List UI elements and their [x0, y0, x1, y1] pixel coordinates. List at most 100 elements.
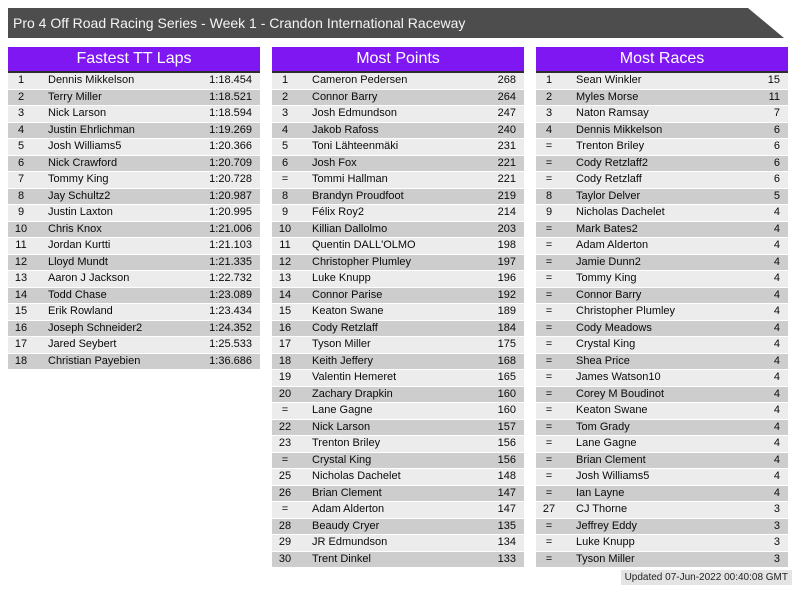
driver-name-cell: Valentin Hemeret — [312, 371, 397, 383]
table-row: = Lane Gagne 4 — [536, 436, 788, 453]
rank-cell: 6 — [281, 156, 289, 169]
rank-cell: = — [545, 519, 553, 532]
table-row: = Adam Alderton 4 — [536, 238, 788, 255]
rank-cell: 2 — [17, 90, 25, 103]
table-row: 2 Terry Miller 1:18.521 — [8, 89, 260, 106]
rank-cell: = — [545, 470, 553, 482]
table-row: 3 Naton Ramsay 7 — [536, 106, 788, 123]
value-cell: 4 — [773, 371, 780, 383]
driver-name-cell: Dennis Mikkelson — [576, 123, 663, 136]
table-row: 29 JR Edmundson 134 — [272, 535, 524, 552]
table-row: 16 Joseph Schneider2 1:24.352 — [8, 320, 260, 337]
driver-name-cell: Justin Ehrlichman — [48, 123, 135, 136]
rank-cell: 13 — [278, 272, 292, 284]
table-row: = Connor Barry 4 — [536, 287, 788, 304]
table-row: 12 Lloyd Mundt 1:21.335 — [8, 254, 260, 271]
rank-cell: = — [281, 453, 289, 466]
value-cell: 1:20.728 — [209, 173, 252, 185]
driver-name-cell: Christopher Plumley — [312, 255, 412, 268]
value-cell: 4 — [773, 272, 780, 284]
driver-name-cell: Beaudy Cryer — [312, 519, 380, 532]
value-cell: 221 — [497, 156, 516, 169]
value-cell: 7 — [773, 107, 780, 119]
rank-cell: = — [545, 255, 553, 268]
rank-cell: 1 — [281, 74, 289, 86]
driver-name-cell: Naton Ramsay — [576, 107, 649, 119]
rank-cell: 28 — [278, 519, 292, 532]
table-row: = Jamie Dunn2 4 — [536, 254, 788, 271]
value-cell: 198 — [497, 239, 516, 251]
rank-cell: 4 — [281, 123, 289, 136]
table-row: = Shea Price 4 — [536, 353, 788, 370]
rank-cell: 1 — [17, 74, 25, 86]
rank-cell: 5 — [17, 140, 25, 152]
table-row: 8 Jay Schultz2 1:20.987 — [8, 188, 260, 205]
table-row: 16 Cody Retzlaff 184 — [272, 320, 524, 337]
rank-cell: 10 — [14, 222, 28, 235]
rank-cell: 20 — [278, 387, 292, 400]
value-cell: 1:21.006 — [209, 222, 252, 235]
driver-name-cell: Nick Larson — [312, 420, 371, 433]
table-row: = James Watson10 4 — [536, 370, 788, 387]
value-cell: 240 — [497, 123, 516, 136]
table-row: = Tom Grady 4 — [536, 419, 788, 436]
table-row: 9 Félix Roy2 214 — [272, 205, 524, 222]
driver-name-cell: Luke Knupp — [576, 536, 635, 548]
rank-cell: 4 — [545, 123, 553, 136]
table-row: = Trenton Briley 6 — [536, 139, 788, 156]
driver-name-cell: Adam Alderton — [312, 503, 385, 515]
table-row: 11 Jordan Kurtti 1:21.103 — [8, 238, 260, 255]
driver-name-cell: Crystal King — [312, 453, 372, 466]
value-cell: 219 — [497, 189, 516, 202]
value-cell: 148 — [497, 470, 516, 482]
value-cell: 247 — [497, 107, 516, 119]
driver-name-cell: Tyson Miller — [312, 338, 371, 350]
driver-name-cell: Dennis Mikkelson — [48, 74, 135, 86]
table-row: 13 Luke Knupp 196 — [272, 271, 524, 288]
table-row: = Mark Bates2 4 — [536, 221, 788, 238]
table-row: 30 Trent Dinkel 133 — [272, 551, 524, 568]
table-body: 1 Sean Winkler 15 2 Myles Morse 11 3 Naton Rams… — [536, 73, 788, 568]
value-cell: 15 — [767, 74, 780, 86]
driver-name-cell: Terry Miller — [48, 90, 102, 103]
rank-cell: 16 — [278, 321, 292, 334]
driver-name-cell: Christopher Plumley — [576, 305, 676, 317]
driver-name-cell: Jordan Kurtti — [48, 239, 111, 251]
rank-cell: 9 — [545, 206, 553, 218]
table-row: = Crystal King 156 — [272, 452, 524, 469]
rank-cell: 12 — [278, 255, 292, 268]
rank-cell: 2 — [281, 90, 289, 103]
driver-name-cell: JR Edmundson — [312, 536, 388, 548]
value-cell: 4 — [773, 288, 780, 301]
leaderboard-tables: Fastest TT Laps 1 Dennis Mikkelson 1:18.45… — [8, 47, 788, 568]
table-row: 22 Nick Larson 157 — [272, 419, 524, 436]
value-cell: 4 — [773, 437, 780, 449]
table-row: = Keaton Swane 4 — [536, 403, 788, 420]
rank-cell: 14 — [14, 288, 28, 301]
table-row: = Cody Retzlaff2 6 — [536, 155, 788, 172]
value-cell: 4 — [773, 404, 780, 416]
table-row: 15 Erik Rowland 1:23.434 — [8, 304, 260, 321]
table-row: 9 Justin Laxton 1:20.995 — [8, 205, 260, 222]
value-cell: 160 — [497, 404, 516, 416]
value-cell: 1:23.089 — [209, 288, 252, 301]
driver-name-cell: Lloyd Mundt — [48, 255, 108, 268]
driver-name-cell: Cody Retzlaff2 — [576, 156, 648, 169]
driver-name-cell: Crystal King — [576, 338, 636, 350]
table-row: 20 Zachary Drapkin 160 — [272, 386, 524, 403]
value-cell: 1:19.269 — [209, 123, 252, 136]
rank-cell: 29 — [278, 536, 292, 548]
rank-cell: 18 — [278, 354, 292, 367]
driver-name-cell: Connor Barry — [576, 288, 642, 301]
rank-cell: = — [545, 371, 553, 383]
value-cell: 231 — [497, 140, 516, 152]
table-row: = Brian Clement 4 — [536, 452, 788, 469]
rank-cell: 11 — [279, 239, 291, 251]
value-cell: 4 — [773, 321, 780, 334]
rank-cell: = — [545, 321, 553, 334]
table-row: 18 Keith Jeffery 168 — [272, 353, 524, 370]
updated-timestamp: Updated 07-Jun-2022 00:40:08 GMT — [620, 570, 792, 585]
driver-name-cell: Todd Chase — [48, 288, 107, 301]
table-row: = Josh Williams5 4 — [536, 469, 788, 486]
value-cell: 1:20.366 — [209, 140, 252, 152]
